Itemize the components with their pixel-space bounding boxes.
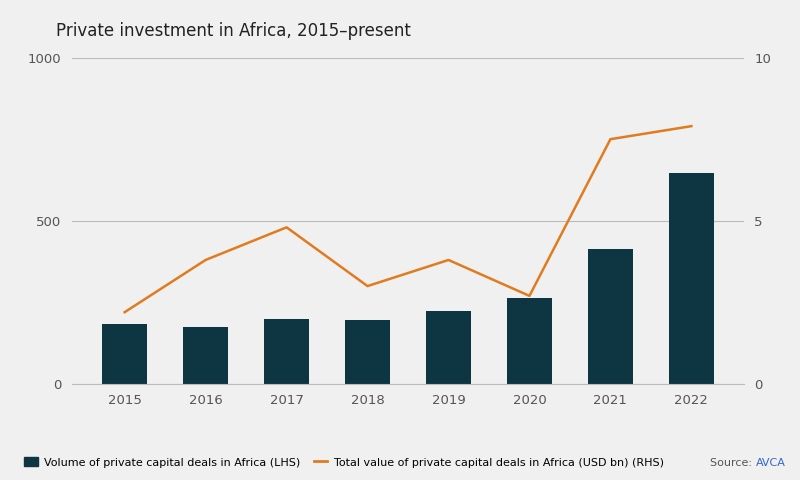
Legend: Volume of private capital deals in Africa (LHS), Total value of private capital : Volume of private capital deals in Afric…	[20, 453, 668, 472]
Bar	[346, 320, 390, 384]
Bar	[588, 249, 633, 384]
Bar	[426, 311, 470, 384]
Bar	[669, 173, 714, 384]
Bar	[183, 327, 228, 384]
Text: Source:: Source:	[710, 458, 756, 468]
Bar	[507, 298, 552, 384]
Bar	[102, 324, 147, 384]
Text: AVCA: AVCA	[756, 458, 786, 468]
Text: Private investment in Africa, 2015–present: Private investment in Africa, 2015–prese…	[56, 22, 411, 40]
Bar	[264, 319, 309, 384]
